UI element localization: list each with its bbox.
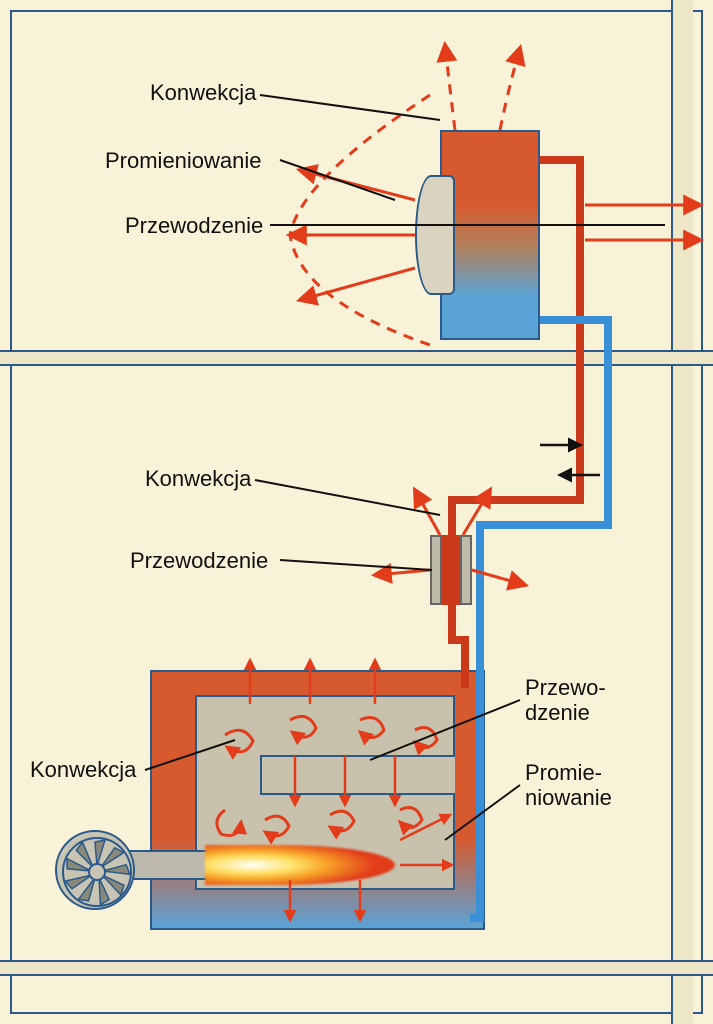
swirl-5 <box>217 810 241 836</box>
junction-hot-core <box>442 535 460 605</box>
swirl-7 <box>330 811 354 831</box>
swirl-2 <box>290 716 316 737</box>
pipe-supply <box>452 160 580 688</box>
radiation-envelope <box>290 95 430 345</box>
swirl-6 <box>265 816 289 836</box>
swirl-8 <box>400 808 422 828</box>
swirl-3 <box>360 718 384 738</box>
conv-arrow-rad-2 <box>500 48 520 130</box>
leader-right-przewo <box>370 700 520 760</box>
pipe-cond-1 <box>375 570 430 575</box>
leader-mid-przewo <box>280 560 432 570</box>
conv-arrow-rad-1 <box>445 45 455 130</box>
leader-mid-konwekcja <box>255 480 440 515</box>
overlay-svg <box>0 0 713 1024</box>
pipe-return <box>470 320 608 918</box>
leader-bottom-konwekcja <box>145 740 235 770</box>
